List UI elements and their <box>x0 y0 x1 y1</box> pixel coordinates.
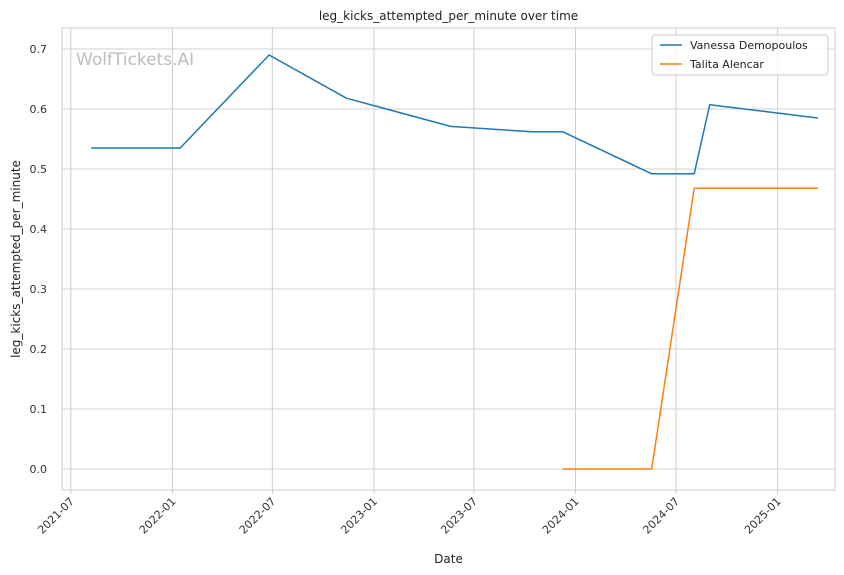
y-tick-label: 0.7 <box>30 43 48 56</box>
y-tick-label: 0.2 <box>30 343 48 356</box>
series-line-vanessa-demopoulos <box>91 54 818 175</box>
y-tick-label: 0.1 <box>30 403 48 416</box>
x-tick-labels: 2021-07 2022-01 2022-07 2023-01 2023-07 2024-… <box>35 495 783 537</box>
chart-title: leg_kicks_attempted_per_minute over time <box>319 9 578 23</box>
y-tick-label: 0.0 <box>30 463 48 476</box>
series-lines <box>91 54 818 470</box>
y-tick-label: 0.5 <box>30 163 48 176</box>
y-tick-label: 0.4 <box>30 223 48 236</box>
watermark-text: WolfTickets.AI <box>76 50 194 70</box>
x-tick-label: 2024-07 <box>640 495 682 537</box>
y-tick-label: 0.6 <box>30 103 48 116</box>
legend-label: Talita Alencar <box>689 58 764 71</box>
y-tick-labels: 0.0 0.1 0.2 0.3 0.4 0.5 0.6 0.7 <box>30 43 48 476</box>
x-tick-label: 2025-01 <box>742 495 784 537</box>
plot-area-frame <box>61 27 836 491</box>
legend-box <box>651 34 829 76</box>
x-tick-label: 2022-01 <box>137 495 179 537</box>
x-tick-label: 2022-07 <box>237 495 279 537</box>
legend: Vanessa Demopoulos Talita Alencar <box>651 34 829 76</box>
y-tick-label: 0.3 <box>30 283 48 296</box>
x-tick-label: 2021-07 <box>35 495 77 537</box>
grid <box>62 28 835 494</box>
x-tick-label: 2023-07 <box>438 495 480 537</box>
x-tick-label: 2023-01 <box>338 495 380 537</box>
x-tick-label: 2024-01 <box>540 495 582 537</box>
legend-label: Vanessa Demopoulos <box>690 39 808 52</box>
x-axis-label: Date <box>434 552 463 566</box>
y-axis-label: leg_kicks_attempted_per_minute <box>9 160 23 358</box>
series-line-talita-alencar <box>562 187 818 470</box>
